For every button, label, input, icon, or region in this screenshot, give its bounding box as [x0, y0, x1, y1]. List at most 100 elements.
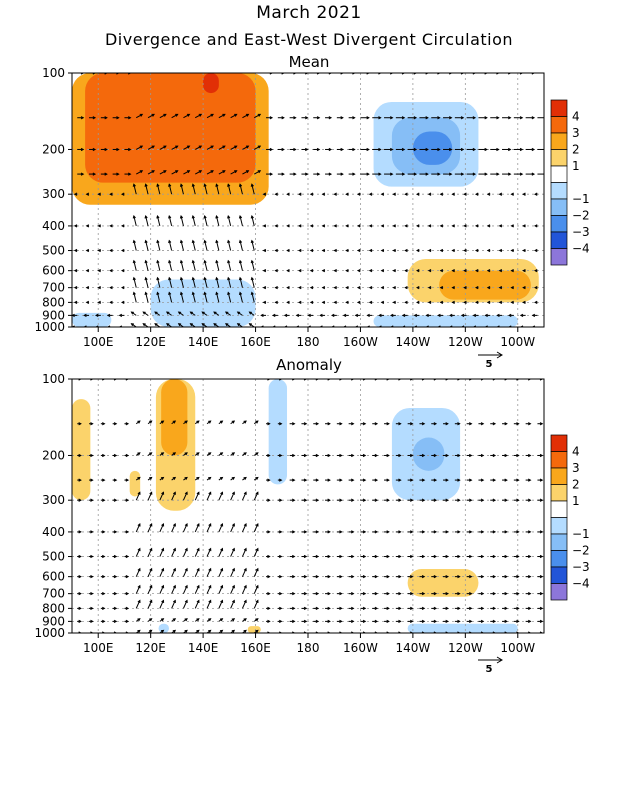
wind-vector-head — [351, 592, 355, 596]
wind-vector-head — [172, 523, 176, 527]
wind-vector-head — [398, 575, 402, 579]
wind-vector-head — [522, 248, 526, 253]
wind-vector-head — [410, 453, 414, 458]
wind-vector-head — [281, 147, 285, 152]
wind-vector-head — [460, 116, 465, 120]
wind-vector — [253, 548, 259, 557]
wind-vector — [147, 523, 153, 533]
wind-vector — [145, 184, 149, 195]
wind-vector-head — [496, 325, 500, 327]
wind-vector-head — [374, 619, 379, 624]
wind-vector-head — [132, 291, 136, 296]
wind-vector-head — [250, 276, 254, 281]
wind-vector-head — [255, 376, 257, 378]
wind-vector-head — [398, 554, 402, 559]
wind-vector-head — [492, 619, 497, 624]
wind-vector — [182, 568, 188, 577]
wind-vector-head — [522, 300, 526, 305]
x-tick-label: 160E — [240, 641, 271, 655]
wind-vector-head — [386, 554, 390, 559]
wind-vector-head — [186, 145, 191, 149]
wind-vector — [215, 260, 220, 271]
wind-vector-head — [374, 478, 379, 482]
wind-vector-head — [104, 73, 108, 75]
wind-vector-head — [315, 530, 320, 534]
wind-vector-head — [298, 300, 302, 305]
wind-vector-head — [90, 592, 94, 596]
wind-vector-head — [534, 248, 538, 253]
wind-vector — [159, 548, 164, 557]
wind-vector-head — [234, 170, 238, 174]
wind-vector-head — [516, 606, 520, 611]
wind-vector-head — [366, 313, 370, 318]
wind-vector-head — [130, 323, 134, 327]
wind-vector-head — [144, 291, 148, 296]
wind-vector-head — [102, 379, 106, 381]
wind-vector-head — [416, 286, 420, 290]
wind-vector-head — [510, 300, 514, 305]
wind-vector-head — [208, 476, 212, 480]
wind-vector-head — [227, 215, 231, 219]
wind-vector-head — [137, 547, 141, 552]
wind-vector-head — [201, 323, 205, 327]
wind-vector-head — [132, 239, 136, 244]
wind-vector — [227, 260, 232, 271]
wind-vector-head — [339, 575, 343, 579]
wind-vector-head — [366, 116, 370, 120]
wind-vector-head — [463, 248, 467, 253]
wind-vector-head — [328, 147, 333, 152]
wind-vector — [194, 600, 200, 609]
wind-vector-head — [222, 170, 226, 174]
wind-vector-head — [281, 172, 285, 176]
wind-vector-head — [172, 567, 176, 572]
wind-vector-head — [498, 269, 503, 273]
wind-vector-head — [184, 476, 188, 480]
wind-vector-head — [390, 325, 394, 327]
wind-vector-head — [480, 554, 485, 559]
wind-vector-head — [137, 452, 141, 456]
wind-vector-head — [351, 631, 355, 633]
wind-vector-head — [439, 192, 444, 196]
wind-vector-head — [374, 453, 379, 458]
wind-vector-head — [433, 554, 438, 559]
wind-vector-head — [475, 269, 479, 273]
wind-vector-head — [386, 498, 390, 502]
wind-vector-head — [510, 269, 514, 273]
wind-vector-head — [121, 192, 125, 196]
wind-vector — [206, 145, 214, 150]
wind-vector-head — [137, 476, 141, 480]
wind-vector-head — [392, 286, 396, 290]
wind-vector-head — [231, 476, 236, 480]
wind-vector-head — [362, 498, 367, 502]
wind-vector-head — [298, 192, 302, 196]
wind-vector-head — [410, 379, 414, 381]
wind-vector-head — [160, 420, 165, 424]
wind-vector-head — [298, 286, 302, 290]
wind-vector-head — [121, 224, 125, 228]
wind-vector-head — [457, 422, 461, 426]
wind-vector-head — [484, 172, 488, 176]
wind-vector-head — [531, 172, 536, 176]
wind-vector-head — [161, 567, 165, 572]
wind-vector-head — [531, 147, 536, 152]
wind-vector-head — [78, 498, 82, 502]
wind-vector-head — [421, 530, 426, 534]
wind-vector-head — [125, 478, 130, 482]
wind-vector-head — [161, 376, 163, 378]
wind-vector — [135, 585, 141, 594]
wind-vector-head — [104, 172, 108, 176]
wind-vector-head — [410, 575, 414, 579]
wind-vector-head — [534, 300, 538, 305]
wind-vector-head — [137, 567, 141, 572]
wind-vector-head — [362, 422, 367, 426]
wind-vector — [171, 568, 176, 577]
wind-vector-head — [208, 547, 212, 552]
wind-vector — [133, 277, 137, 288]
wind-vector-head — [243, 567, 247, 572]
wind-vector-head — [231, 420, 236, 424]
wind-vector-head — [531, 325, 536, 327]
wind-vector-head — [392, 224, 396, 228]
wind-vector-head — [144, 183, 148, 187]
y-tick-label: 100 — [42, 66, 65, 80]
